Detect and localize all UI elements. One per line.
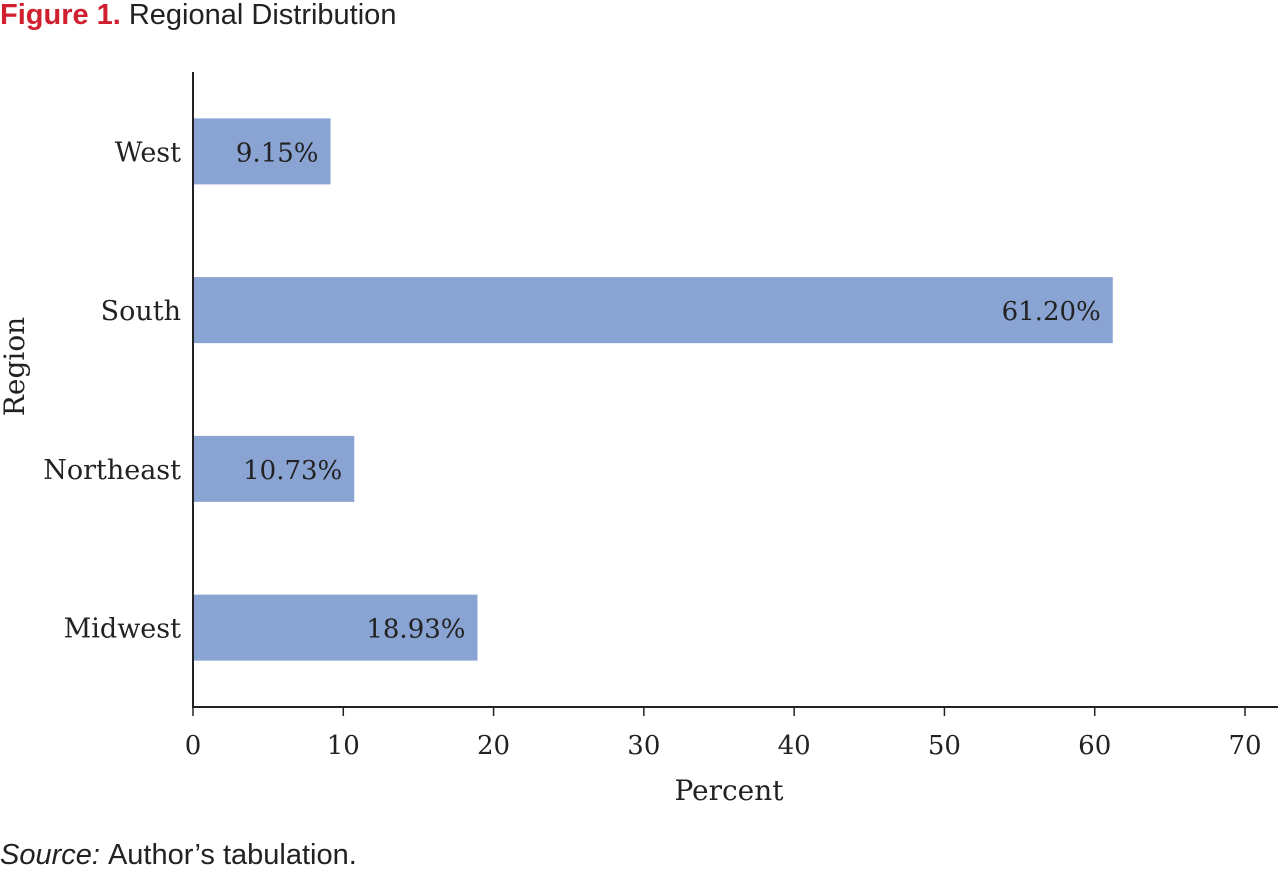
x-tick-label: 30 [627, 731, 660, 761]
x-tick-label: 70 [1228, 731, 1261, 761]
source-label: Source: [0, 839, 100, 871]
bar-northeast [193, 435, 355, 502]
x-tick-label: 10 [327, 731, 360, 761]
x-axis-title: Percent [674, 774, 784, 807]
figure-title: Figure 1. Regional Distribution [0, 0, 396, 34]
category-label-northeast: Northeast [43, 455, 181, 486]
x-tick-label: 50 [928, 731, 961, 761]
figure-title-text: Regional Distribution [128, 0, 397, 31]
bar-value-label: 9.15% [236, 138, 319, 168]
x-tick-label: 60 [1078, 731, 1111, 761]
y-axis-title: Region [0, 317, 31, 416]
bar-south [193, 277, 1113, 344]
source-text: Author’s tabulation. [107, 839, 357, 871]
category-label-midwest: Midwest [64, 614, 182, 645]
bar-value-label: 61.20% [1002, 297, 1101, 327]
category-label-south: South [101, 296, 181, 327]
bar-value-label: 10.73% [243, 456, 342, 486]
bar-value-label: 18.93% [366, 615, 465, 645]
bar-midwest [193, 594, 478, 661]
x-tick-label: 0 [185, 731, 202, 761]
bar-west [193, 118, 331, 185]
figure-label: Figure 1. [0, 0, 121, 31]
x-tick-label: 20 [477, 731, 510, 761]
x-tick-label: 40 [778, 731, 811, 761]
category-label-west: West [115, 137, 181, 168]
source-note: Source: Author’s tabulation. [0, 840, 357, 871]
